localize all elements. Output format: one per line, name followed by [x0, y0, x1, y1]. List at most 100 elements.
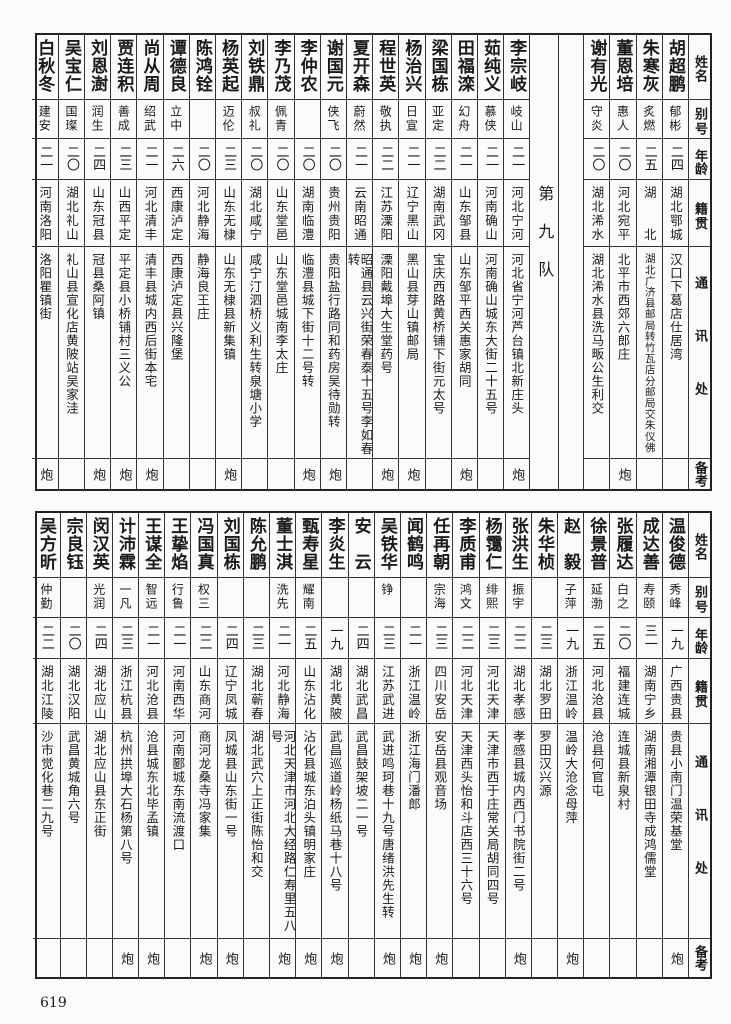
table-row: 刘国栋 二四 辽宁凤城 凤城县山东街一号炮: [216, 513, 243, 977]
native-place-text: 湖北黄陂: [327, 665, 343, 721]
remark-cell: 炮: [375, 939, 400, 977]
name-cell: 陈允鹏: [243, 513, 269, 578]
name-cell: 甄寿星: [296, 513, 322, 578]
blank-column: [558, 35, 583, 489]
native-place-cell: 河北沧县: [139, 659, 165, 724]
age-text: 二三: [221, 145, 237, 171]
address-cell: 温岭大沧念母萍: [558, 724, 584, 939]
name-text: 董士淇: [272, 517, 293, 571]
alias-text: 迈伦: [221, 105, 236, 133]
alias-cell: [294, 100, 320, 139]
remark-text: 备考: [692, 945, 707, 971]
native-place-cell: 福建连城: [610, 659, 636, 724]
address-cell: 静海良王庄: [189, 247, 215, 459]
native-place-text: 广西贵县: [667, 665, 683, 721]
alias-cell: 秀峰: [662, 578, 688, 618]
name-cell: 李宗岐: [504, 35, 530, 100]
native-place-text: 湖北武昌: [353, 665, 369, 721]
address-cell: 宝庆西路黄桥铺下街元太号: [425, 247, 451, 459]
name-cell: 茹纯义: [477, 35, 504, 100]
age-cell: 二〇: [294, 139, 320, 180]
native-place-text: 江苏溧阳: [378, 186, 394, 242]
age-text: 二二: [510, 624, 526, 650]
address-cell: 沾化县城东泊头镇明家庄: [296, 724, 322, 939]
header-column: 姓名 别号 年龄 籍贯 通讯处 备考: [688, 513, 710, 977]
native-place-cell: 江苏溧阳: [373, 180, 399, 247]
table-row: 朱寒灰 炙燃 二五湖 北湖北广济县邮局转竹瓦店分邮局交朱仪佛: [635, 35, 662, 489]
name-cell: 谢国元: [320, 35, 346, 100]
address-text: 贵阳盐行路同和药房吴待勋转: [325, 253, 341, 429]
remark-cell: [165, 939, 190, 977]
name-cell: 朱寒灰: [636, 35, 662, 100]
alias-cell: 幻舟: [451, 100, 477, 139]
table-row: 吴宝仁 国璨 二〇 湖北礼山 礼山县宣化店黄陂站吴家洼: [57, 35, 85, 489]
address-cell: 沙市觉化巷二九号: [33, 724, 60, 939]
native-place-cell: 籍贯: [689, 180, 710, 247]
age-text: 二四: [90, 145, 106, 171]
native-place-text: 贵州贵阳: [325, 186, 341, 242]
native-place-text: 山东商河: [196, 665, 212, 721]
address-text: 沧县城东北毕孟镇: [144, 730, 160, 838]
alias-text: 亚定: [430, 105, 445, 133]
remark-text: 炮: [196, 951, 212, 965]
native-place-text: 云南昭通: [352, 186, 368, 242]
table-row: 成达善 寿颐 三一 湖南宁乡 湖南湘潭银田寺成鸿儒堂: [635, 513, 662, 977]
native-place-cell: 湖北江陵: [33, 659, 60, 724]
alias-cell: [348, 578, 374, 618]
age-text: 二一: [509, 145, 525, 171]
native-place-text: 山东冠县: [90, 186, 106, 242]
native-place-text: 河北沧县: [144, 665, 160, 721]
remark-text: 炮: [142, 467, 158, 481]
name-text: 闵汉英: [88, 517, 109, 571]
remark-cell: [61, 939, 86, 977]
alias-text: 敬执: [378, 105, 393, 133]
address-text: 连城县新泉村: [615, 730, 631, 811]
table-row: 温俊德 秀峰 一九 广西贵县 贵县小南门温荣基堂炮: [661, 513, 688, 977]
native-place-text: 河南西华: [170, 665, 186, 721]
native-place-text: 湖北浠水: [589, 186, 605, 242]
remark-cell: 炮: [218, 939, 243, 977]
alias-cell: 亚定: [425, 100, 451, 139]
name-cell: 董恩培: [610, 35, 636, 100]
native-place-text: 山东无棣: [221, 186, 237, 242]
native-place-cell: 西康泸定: [163, 180, 189, 247]
address-cell: 湖南湘潭银田寺成鸿儒堂: [636, 724, 662, 939]
native-place-cell: 湖北蕲春: [243, 659, 269, 724]
age-text: 二三: [379, 624, 395, 650]
age-text: 年龄: [692, 149, 707, 175]
remark-text: 炮: [406, 951, 422, 965]
alias-cell: 洗先: [270, 578, 296, 618]
age-text: 二一: [406, 624, 422, 650]
name-text: 陈鸿铨: [191, 39, 212, 93]
name-text: 陈允鹏: [245, 517, 266, 571]
remark-text: 炮: [275, 951, 291, 965]
alias-cell: 别号: [689, 578, 710, 618]
address-text: 山东邹平西关惠家胡同: [456, 253, 472, 388]
name-text: 胡超鹏: [664, 39, 685, 93]
name-cell: 贾连积: [111, 35, 137, 100]
age-text: 三一: [641, 624, 657, 650]
native-place-cell: 浙江杭县: [112, 659, 139, 724]
age-cell: 二〇: [60, 618, 86, 659]
table-row: 吴方昕 仲勤 二二 湖北江陵 沙市觉化巷二九号: [33, 513, 60, 977]
age-cell: 二三: [216, 139, 242, 180]
alias-text: 一凡: [117, 583, 132, 611]
native-place-cell: 河北沧县: [584, 659, 610, 724]
native-place-cell: 贵州贵阳: [320, 180, 346, 247]
table-row: 闵汉英 光润 二四 湖北应山 湖北应山县东正街: [85, 513, 112, 977]
table-row: 夏开森 蔚然 二一 云南昭通 昭通县云兴街荣春泰十五号李如春转: [345, 35, 373, 489]
address-cell: 平定县小桥铺村三义公: [111, 247, 137, 459]
native-place-text: 四川安岳: [432, 665, 448, 721]
address-cell: 通讯处: [689, 247, 710, 459]
address-cell: 湖北浠水县洗马畈公生利交: [584, 247, 610, 459]
address-text: 山东无棣县新集镇: [221, 253, 237, 361]
remark-text: 炮: [116, 467, 132, 481]
name-cell: 任再朝: [427, 513, 453, 578]
age-text: 二五: [301, 624, 317, 650]
alias-text: 绍武: [142, 105, 157, 133]
name-cell: 梁国栋: [425, 35, 451, 100]
section-label: 第九队: [535, 185, 555, 299]
address-text: 昭通县云兴街荣春泰十五号李如春转: [346, 253, 373, 456]
alias-text: 行鲁: [170, 583, 185, 611]
address-text: 湖北应山县东正街: [91, 730, 107, 838]
